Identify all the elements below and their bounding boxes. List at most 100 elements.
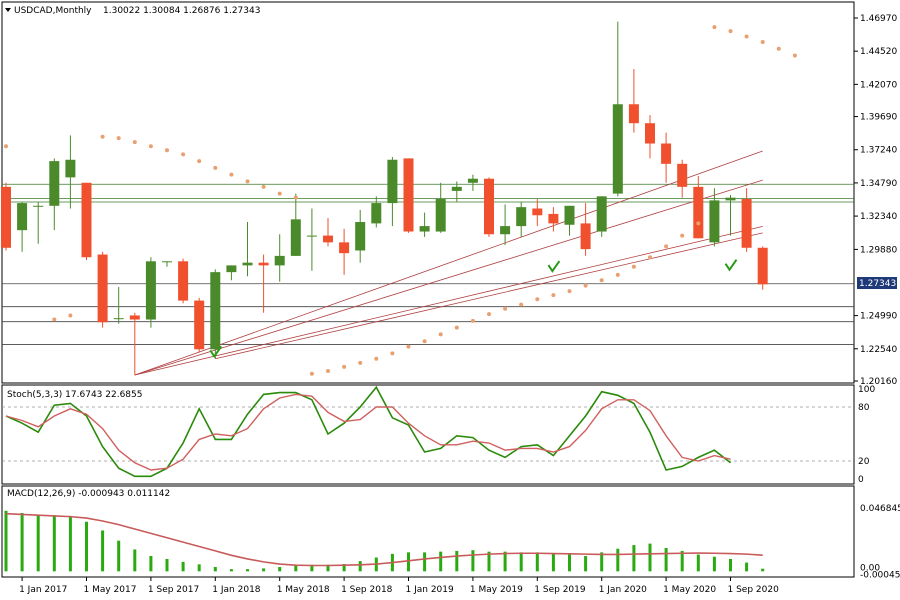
stoch-tick-label: 100 bbox=[858, 385, 875, 395]
macd-histogram-bar bbox=[52, 515, 56, 572]
macd-histogram-bar bbox=[551, 553, 555, 572]
macd-tick-label: -0.000453 bbox=[860, 570, 900, 580]
time-tick-label: 1 Jan 2018 bbox=[212, 585, 260, 595]
sar-dot bbox=[181, 152, 186, 157]
macd-histogram-bar bbox=[423, 552, 427, 572]
candle-body bbox=[242, 262, 253, 266]
sar-dot bbox=[406, 344, 411, 349]
candle-body bbox=[612, 104, 623, 194]
macd-histogram-bar bbox=[310, 564, 314, 572]
price-tick-label: 1.44520 bbox=[860, 47, 897, 57]
checkmark-icon bbox=[209, 345, 223, 359]
sar-dot bbox=[744, 34, 749, 39]
price-tick-label: 1.32340 bbox=[860, 212, 897, 222]
macd-histogram-bar bbox=[648, 543, 652, 572]
symbol-label: USDCAD,Monthly bbox=[14, 6, 92, 16]
sar-dot bbox=[615, 272, 620, 277]
sar-dot bbox=[309, 371, 314, 376]
macd-histogram-bar bbox=[117, 540, 121, 572]
macd-histogram-bar bbox=[4, 510, 8, 572]
candle-body bbox=[17, 203, 28, 231]
candle-body bbox=[677, 163, 688, 187]
candle-body bbox=[500, 226, 511, 235]
stoch-tick-label: 20 bbox=[858, 457, 870, 467]
time-tick-label: 1 May 2017 bbox=[84, 585, 137, 595]
macd-histogram-bar bbox=[729, 558, 732, 572]
macd-histogram-bar bbox=[471, 550, 475, 572]
macd-histogram-bar bbox=[503, 551, 507, 572]
macd-title: MACD(12,26,9) -0.000943 0.011142 bbox=[7, 489, 170, 499]
sar-dot bbox=[664, 244, 669, 249]
sar-dot bbox=[696, 221, 701, 226]
macd-histogram-bar bbox=[213, 566, 217, 572]
candle-body bbox=[49, 161, 60, 206]
macd-histogram-bar bbox=[680, 550, 684, 572]
price-tick-label: 1.22540 bbox=[860, 345, 897, 355]
sar-dot bbox=[503, 306, 508, 311]
sar-dot bbox=[100, 134, 105, 139]
sar-dot bbox=[277, 191, 282, 196]
ohlc-readout: 1.30022 1.30084 1.26876 1.27343 bbox=[103, 6, 260, 16]
macd-histogram-bar bbox=[68, 515, 72, 572]
macd-histogram-bar bbox=[519, 552, 523, 572]
macd-panel-frame bbox=[1, 485, 855, 578]
macd-tick-label: 0.00 bbox=[860, 563, 880, 573]
macd-layer bbox=[4, 510, 765, 572]
candle-body bbox=[113, 318, 124, 320]
sar-dot bbox=[374, 356, 379, 361]
macd-histogram-bar bbox=[600, 552, 604, 572]
sar-dot bbox=[245, 179, 250, 184]
macd-histogram-bar bbox=[358, 561, 362, 572]
candle-body bbox=[580, 223, 591, 250]
candle-body bbox=[226, 265, 237, 273]
stoch-layer bbox=[2, 385, 854, 478]
candle-body bbox=[162, 261, 172, 263]
candle-body bbox=[210, 272, 221, 350]
sar-dot bbox=[551, 293, 556, 298]
stoch-title: Stoch(5,3,3) 17.6743 22.6855 bbox=[7, 390, 142, 400]
candle-body bbox=[693, 186, 704, 239]
candle-body bbox=[306, 235, 317, 237]
candle-body bbox=[435, 199, 446, 232]
macd-signal-line bbox=[5, 512, 763, 567]
macd-histogram-bar bbox=[664, 547, 668, 572]
sar-dot bbox=[132, 140, 137, 145]
sar-dot bbox=[422, 339, 427, 344]
symbol-dropdown-icon[interactable] bbox=[5, 8, 11, 12]
candle-body bbox=[81, 182, 92, 258]
price-tick-label: 1.37240 bbox=[860, 146, 897, 156]
candle-body bbox=[532, 208, 543, 216]
macd-histogram-bar bbox=[36, 515, 40, 572]
time-tick-label: 1 Sep 2019 bbox=[534, 585, 586, 595]
sar-dot bbox=[358, 360, 363, 365]
candle-body bbox=[194, 300, 205, 350]
candle-body bbox=[548, 213, 559, 224]
sar-dot bbox=[567, 289, 572, 294]
macd-histogram-bar bbox=[745, 562, 749, 572]
checkmark-icon bbox=[547, 260, 561, 273]
macd-histogram-bar bbox=[535, 552, 539, 572]
candle-body bbox=[97, 254, 108, 323]
sar-dot bbox=[631, 264, 636, 269]
candle-body bbox=[628, 104, 639, 124]
candle-body bbox=[290, 219, 301, 256]
sar-dot bbox=[197, 159, 202, 164]
sar-dot bbox=[454, 325, 459, 330]
time-tick-label: 1 May 2020 bbox=[663, 585, 716, 595]
sar-dot bbox=[583, 283, 588, 288]
macd-histogram-bar bbox=[278, 566, 282, 572]
macd-histogram-bar bbox=[342, 564, 346, 572]
macd-histogram-bar bbox=[455, 550, 459, 572]
macd-histogram-bar bbox=[712, 556, 716, 572]
trend-line bbox=[215, 232, 763, 360]
macd-tick-label: 0.046845 bbox=[860, 504, 900, 514]
sar-dot bbox=[261, 184, 266, 189]
candle-body bbox=[145, 261, 156, 320]
candle-body bbox=[516, 207, 527, 227]
candle-body bbox=[596, 196, 607, 232]
candle-body bbox=[484, 178, 494, 235]
sar-dot bbox=[648, 255, 652, 260]
sar-dot bbox=[229, 172, 234, 177]
sar-dot bbox=[148, 144, 153, 149]
